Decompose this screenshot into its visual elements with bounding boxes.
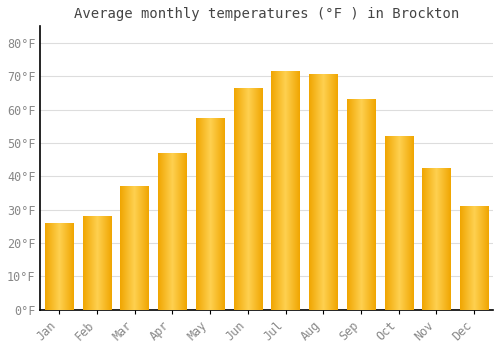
Title: Average monthly temperatures (°F ) in Brockton: Average monthly temperatures (°F ) in Br… — [74, 7, 460, 21]
